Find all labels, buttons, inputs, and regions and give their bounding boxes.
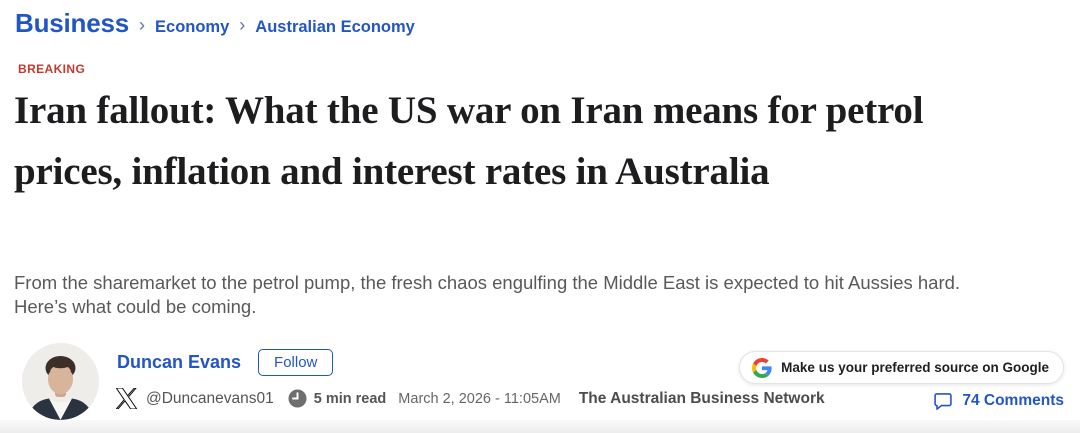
comment-bubble-icon <box>934 393 953 410</box>
byline-name-row: Duncan Evans Follow <box>117 349 334 376</box>
network-label: The Australian Business Network <box>578 389 825 407</box>
page-title: Iran fallout: What the US war on Iran me… <box>14 89 924 193</box>
publish-date: March 2, 2026 - 11:05AM <box>398 390 561 407</box>
author-name-link[interactable]: Duncan Evans <box>117 352 242 372</box>
chevron-right-icon: › <box>139 15 146 35</box>
twitter-handle-link[interactable]: @Duncanevans01 <box>146 389 274 407</box>
google-preferred-source-button[interactable]: Make us your preferred source on Google <box>739 351 1064 384</box>
breadcrumb-economy[interactable]: Economy <box>155 18 230 36</box>
google-preferred-source-label: Make us your preferred source on Google <box>781 360 1049 375</box>
byline-meta-row: @Duncanevans01 5 min read March 2, 2026 … <box>116 388 825 409</box>
breaking-badge: BREAKING <box>18 62 86 76</box>
breadcrumb-australian-economy[interactable]: Australian Economy <box>255 18 415 36</box>
author-avatar <box>22 343 99 420</box>
section-divider-band <box>0 420 1080 433</box>
chevron-right-icon: › <box>239 15 246 35</box>
x-twitter-icon[interactable] <box>116 388 137 409</box>
breadcrumb: Business › Economy › Australian Economy <box>15 8 415 39</box>
google-g-icon <box>752 357 772 378</box>
comments-link[interactable]: 74 Comments <box>933 391 1064 411</box>
article-standfirst: From the sharemarket to the petrol pump,… <box>14 272 961 317</box>
clock-icon <box>288 389 307 408</box>
breadcrumb-business[interactable]: Business <box>15 8 130 38</box>
read-time: 5 min read <box>313 390 387 407</box>
comments-count-label: 74 Comments <box>962 392 1064 409</box>
follow-button[interactable]: Follow <box>258 349 334 376</box>
avatar-illustration <box>22 343 99 420</box>
